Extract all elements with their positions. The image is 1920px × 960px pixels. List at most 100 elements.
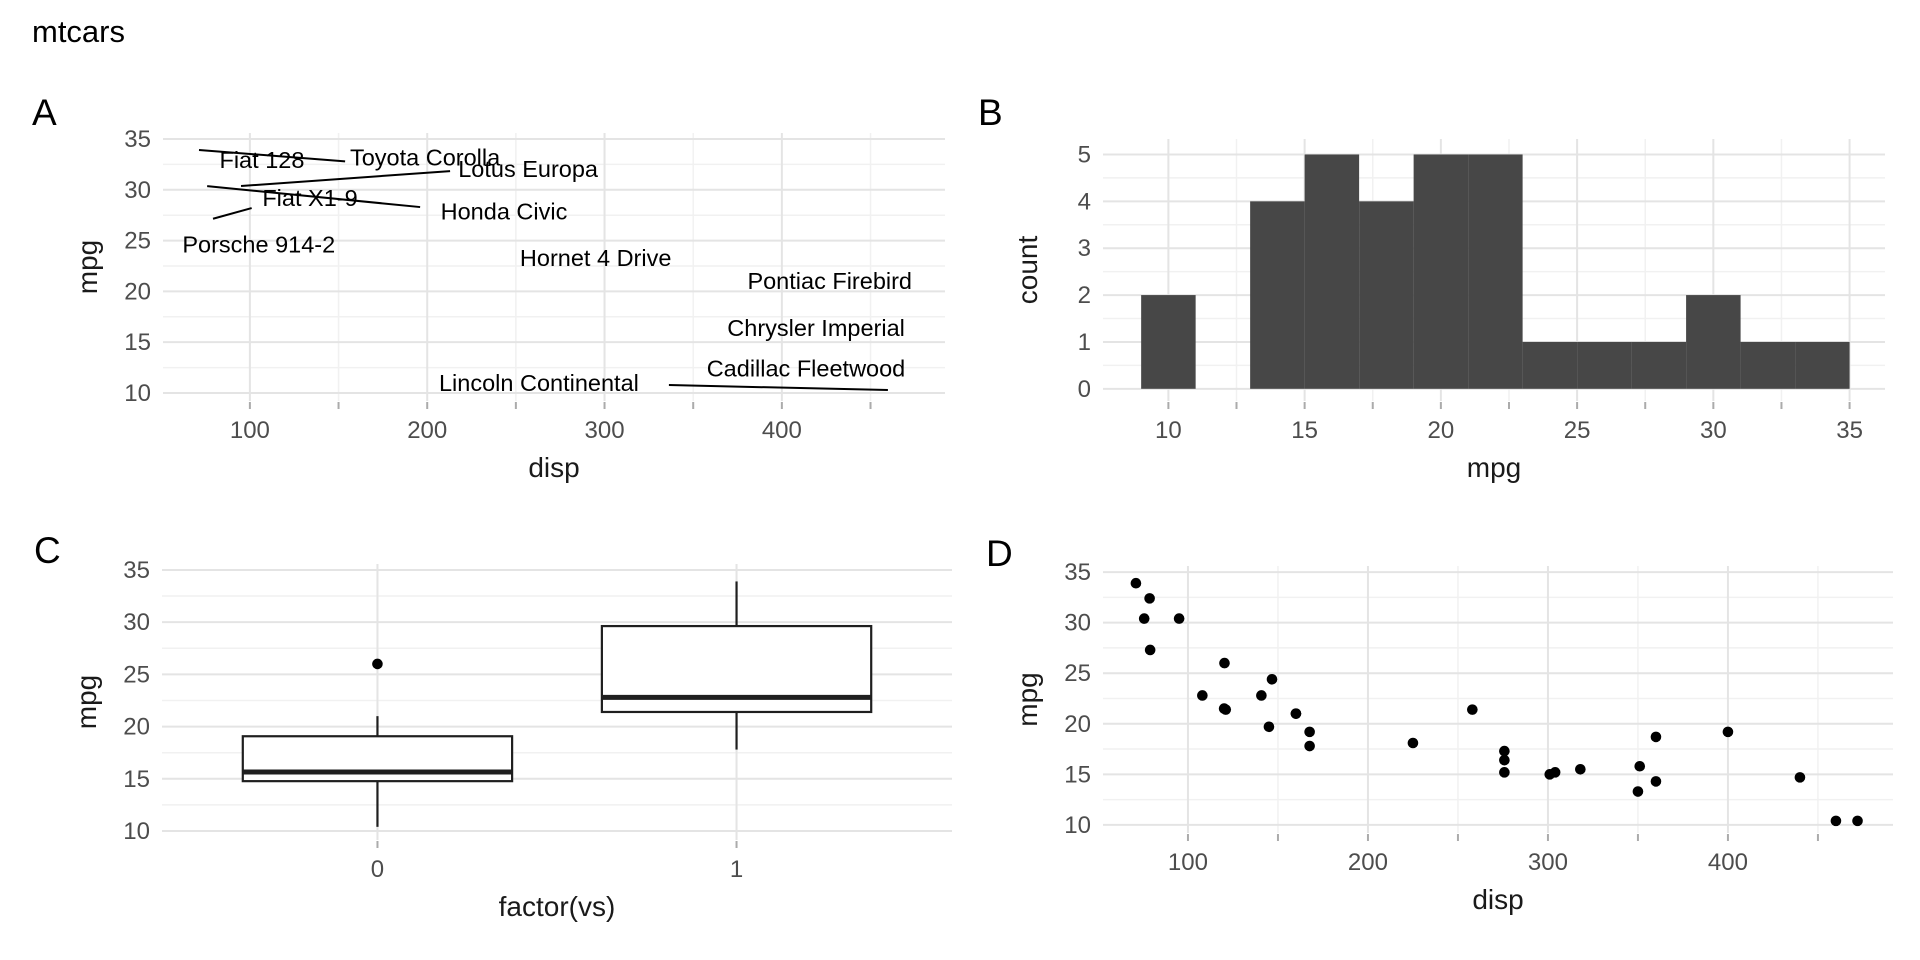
scatter-point	[1304, 740, 1315, 752]
x-tick-label: 0	[371, 856, 384, 883]
y-tick-label: 4	[1078, 188, 1091, 215]
x-tick-label: 10	[1155, 417, 1182, 444]
x-tick-label: 20	[1428, 417, 1455, 444]
histogram-bar	[1304, 154, 1360, 389]
x-tick-label: 35	[1836, 417, 1863, 444]
scatter-point	[1130, 577, 1142, 589]
y-tick-label: 3	[1078, 235, 1091, 262]
histogram-bar	[1141, 295, 1196, 389]
outlier-point	[372, 658, 383, 670]
car-label: Cadillac Fleetwood	[707, 356, 906, 382]
histogram-bar	[1631, 341, 1687, 389]
y-tick-label: 35	[123, 557, 150, 584]
scatter-point	[1634, 760, 1646, 772]
leader-line	[198, 148, 346, 163]
histogram-bar	[1740, 341, 1796, 389]
y-axis-title: count	[1012, 236, 1043, 305]
y-tick-label: 15	[124, 329, 151, 356]
car-label: Honda Civic	[441, 199, 568, 225]
scatter-point	[1144, 644, 1156, 656]
x-axis-title: factor(vs)	[499, 891, 616, 922]
x-axis-title: disp	[1472, 884, 1523, 915]
scatter-point	[1220, 704, 1232, 715]
panel-D: 100 200 300 400 10 15 20 25 30 35 disp mpg	[1012, 559, 1893, 915]
x-tick-label: 200	[1348, 849, 1388, 876]
y-tick-label: 20	[123, 714, 150, 741]
figure-title: mtcars	[32, 14, 125, 49]
y-tick-label: 15	[1064, 761, 1091, 788]
y-tick-label: 10	[123, 818, 150, 845]
x-tick-label: 25	[1564, 417, 1591, 444]
y-tick-label: 0	[1078, 376, 1091, 403]
scatter-point	[1407, 737, 1419, 749]
scatter-point	[1256, 690, 1267, 701]
histogram-bar	[1359, 201, 1414, 389]
panel-label-d: D	[986, 533, 1013, 574]
y-tick-label: 30	[124, 177, 151, 204]
y-axis-title: mpg	[1012, 672, 1043, 726]
scatter-point	[1144, 593, 1155, 604]
car-label: Toyota Corolla	[350, 144, 501, 170]
car-label: Lotus Europa	[458, 156, 599, 182]
x-tick-label: 300	[585, 417, 625, 444]
scatter-point	[1197, 690, 1208, 701]
scatter-point	[1138, 613, 1150, 624]
car-label: Lincoln Continental	[439, 370, 639, 396]
car-label: Chrysler Imperial	[727, 315, 905, 341]
leader-line	[240, 170, 451, 188]
histogram-bar	[1795, 341, 1850, 389]
panel-A: 100 200 300 400 10 15 20 25 30 35 disp mpg Fiat 128 T…	[72, 126, 945, 483]
y-tick-label: 10	[124, 380, 151, 407]
scatter-point	[1499, 767, 1510, 778]
scatter-point	[1650, 776, 1662, 787]
histogram-bar	[1577, 341, 1632, 389]
scatter-point	[1632, 786, 1644, 797]
x-axis-title: disp	[528, 452, 579, 483]
y-tick-label: 1	[1078, 329, 1091, 356]
x-tick-label: 400	[762, 417, 802, 444]
leader-line	[212, 207, 252, 220]
scatter-point	[1467, 704, 1478, 715]
y-tick-label: 25	[124, 228, 151, 255]
scatter-point	[1722, 726, 1734, 738]
x-tick-label: 100	[230, 417, 270, 444]
scatter-point	[1830, 815, 1842, 827]
x-tick-label: 400	[1708, 849, 1748, 876]
car-label: Hornet 4 Drive	[520, 245, 672, 271]
x-tick-label: 300	[1528, 849, 1568, 876]
scatter-point	[1650, 731, 1662, 743]
scatter-point	[1173, 613, 1185, 624]
y-tick-label: 25	[1064, 660, 1091, 687]
y-tick-label: 5	[1078, 141, 1091, 168]
panel-label-c: C	[34, 530, 61, 571]
scatter-point	[1575, 763, 1586, 775]
y-tick-label: 35	[124, 126, 151, 153]
y-tick-label: 20	[124, 278, 151, 305]
y-tick-label: 30	[123, 609, 150, 636]
scatter-point	[1219, 657, 1230, 669]
histogram-bar	[1413, 154, 1469, 389]
y-axis-title: mpg	[71, 675, 102, 729]
y-tick-label: 35	[1064, 559, 1091, 586]
leader-line	[207, 185, 421, 209]
y-axis-title: mpg	[72, 240, 103, 294]
x-axis-title: mpg	[1467, 452, 1521, 483]
histogram-bar	[1686, 295, 1741, 389]
panel-B: 10 15 20 25 30 35 0 1 2 3 4 5 mpg count	[1012, 139, 1885, 483]
x-tick-label: 1	[730, 856, 743, 883]
x-tick-label: 30	[1700, 417, 1727, 444]
scatter-point	[1499, 754, 1510, 766]
y-tick-label: 2	[1078, 282, 1091, 309]
y-tick-label: 20	[1064, 711, 1091, 738]
car-label: Fiat 128	[219, 147, 304, 173]
scatter-point	[1499, 745, 1510, 757]
y-tick-label: 25	[123, 661, 150, 688]
car-label: Porsche 914-2	[182, 232, 335, 258]
histogram-bar	[1250, 201, 1305, 389]
scatter-point	[1852, 815, 1863, 827]
scatter-point	[1304, 726, 1315, 738]
x-tick-label: 15	[1291, 417, 1318, 444]
histogram-bar	[1468, 154, 1523, 389]
